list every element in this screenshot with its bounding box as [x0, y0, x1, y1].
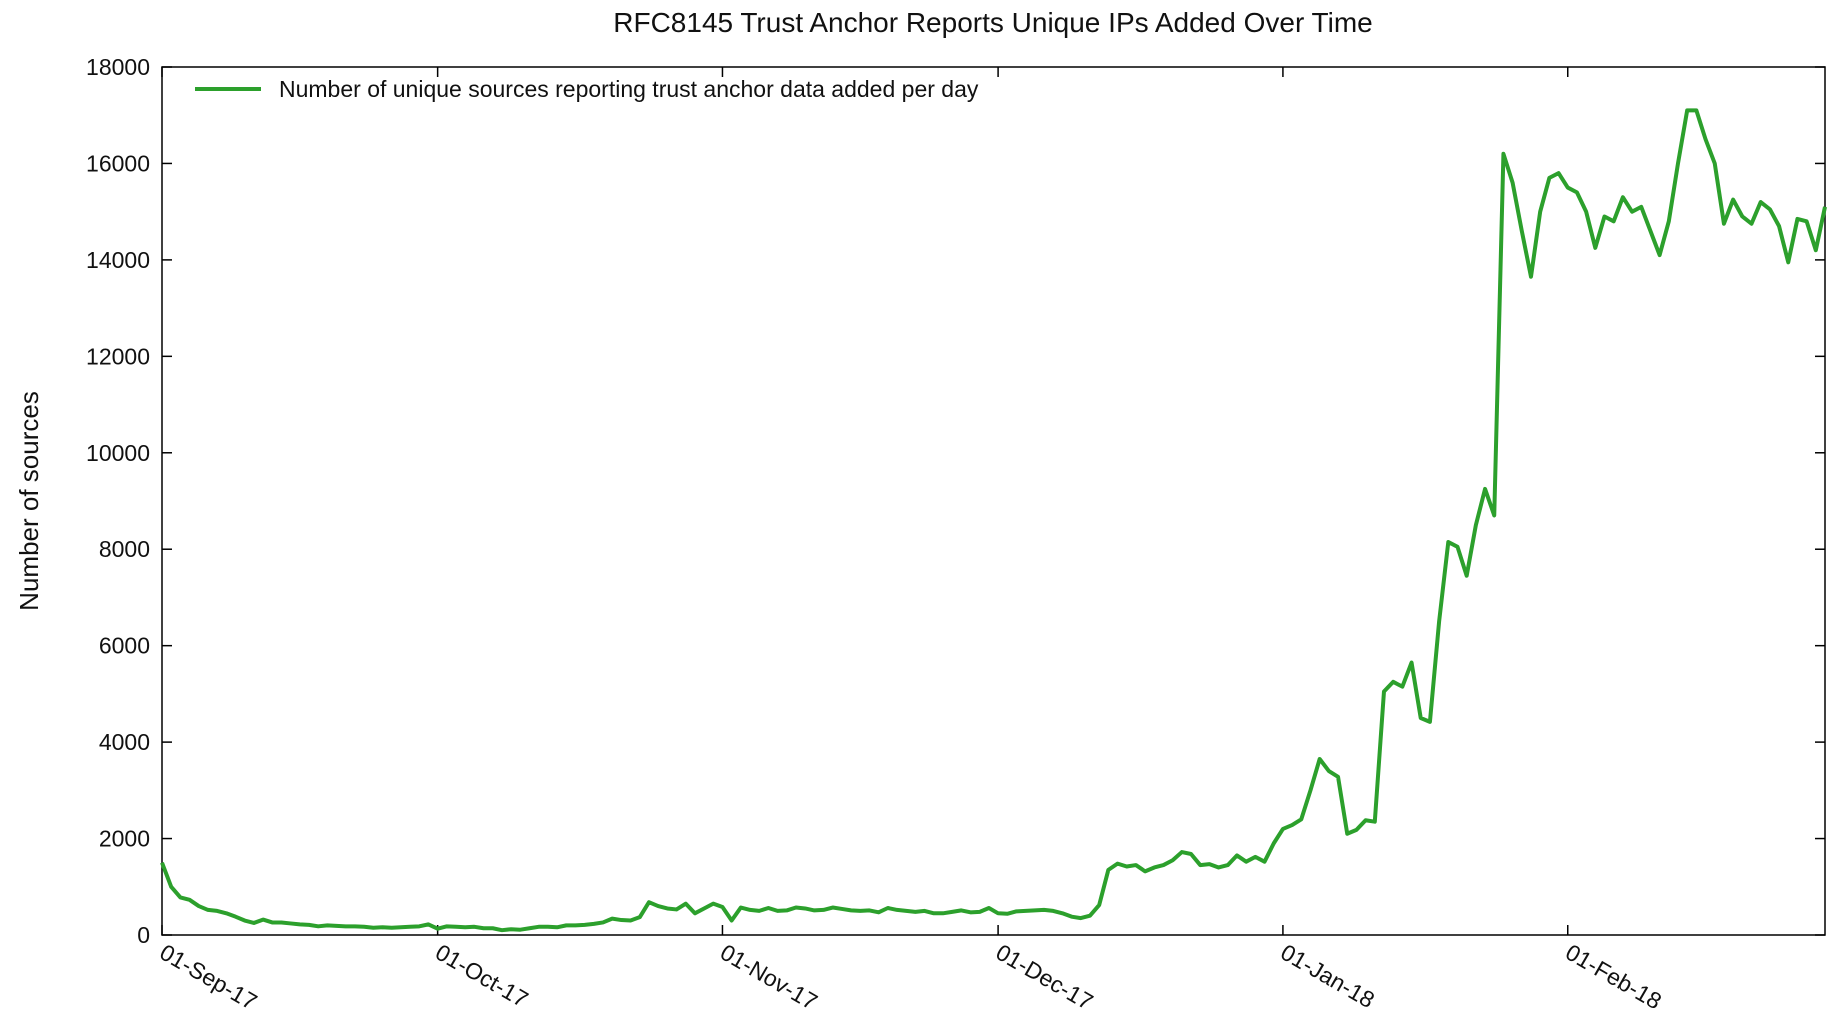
x-tick-label: 01-Nov-17 — [716, 939, 822, 1015]
x-tick-label: 01-Dec-17 — [992, 939, 1098, 1015]
x-tick-label: 01-Oct-17 — [431, 939, 533, 1013]
y-tick-label: 10000 — [86, 440, 150, 466]
x-tick-label: 01-Feb-18 — [1561, 939, 1666, 1015]
y-tick-label: 16000 — [86, 150, 150, 176]
plot-frame — [161, 66, 1826, 936]
data-line — [160, 108, 1827, 933]
y-tick-label: 2000 — [99, 826, 150, 852]
y-tick-label: 18000 — [86, 54, 150, 80]
y-tick-label: 14000 — [86, 247, 150, 273]
x-tick-label: 01-Jan-18 — [1276, 939, 1379, 1013]
y-tick-label: 8000 — [99, 536, 150, 562]
y-tick-label: 0 — [137, 922, 150, 948]
y-tick-label: 4000 — [99, 729, 150, 755]
x-tick-label: 01-Sep-17 — [156, 939, 262, 1015]
chart-title: RFC8145 Trust Anchor Reports Unique IPs … — [613, 7, 1372, 38]
y-tick-label: 12000 — [86, 343, 150, 369]
y-axis-label: Number of sources — [14, 391, 44, 611]
y-tick-label: 6000 — [99, 633, 150, 659]
legend-label: Number of unique sources reporting trust… — [279, 76, 979, 102]
